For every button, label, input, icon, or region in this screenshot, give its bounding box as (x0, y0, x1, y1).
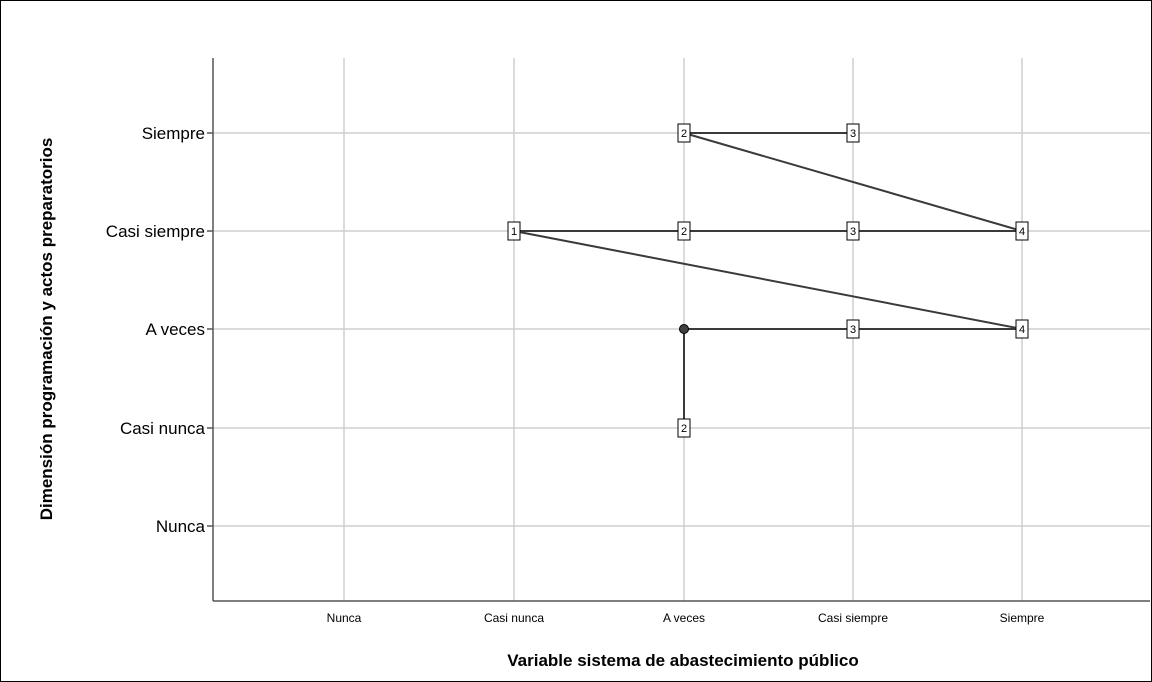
x-tick-label-nunca: Nunca (327, 611, 362, 625)
data-point-label-casi-nunca-casi-siempre: 1 (511, 226, 517, 238)
data-point-box-siempre-casi-siempre (1015, 221, 1029, 241)
data-point-box-casi-siempre-siempre (846, 123, 860, 143)
data-point-label-a-veces-casi-siempre: 2 (681, 226, 687, 238)
data-point-box-a-veces-casi-nunca (677, 418, 691, 438)
y-tick-label-casi-siempre: Casi siempre (106, 222, 205, 241)
x-tick-label-casi-nunca: Casi nunca (484, 611, 544, 625)
data-point-label-a-veces-casi-nunca: 2 (681, 423, 687, 435)
data-point-label-casi-siempre-siempre: 3 (850, 128, 856, 140)
series-lines (513, 132, 1023, 428)
data-point-label-casi-siempre-a-veces: 3 (850, 324, 856, 336)
data-point-box-casi-siempre-casi-siempre (846, 221, 860, 241)
data-point-box-casi-siempre-a-veces (846, 319, 860, 339)
y-tick-label-nunca: Nunca (156, 517, 206, 536)
x-tick-label-a-veces: A veces (663, 611, 705, 625)
y-axis-title: Dimensión programación y actos preparato… (37, 138, 56, 521)
data-point-label-a-veces-siempre: 2 (681, 128, 687, 140)
y-tick-label-a-veces: A veces (145, 320, 205, 339)
data-point-box-a-veces-siempre (677, 123, 691, 143)
y-tick-label-casi-nunca: Casi nunca (120, 419, 206, 438)
series-line-1 (514, 132, 1023, 232)
data-point-box-a-veces-casi-siempre (677, 221, 691, 241)
y-tick-label-siempre: Siempre (142, 124, 205, 143)
data-point-label-casi-siempre-casi-siempre: 3 (850, 226, 856, 238)
x-axis-title: Variable sistema de abastecimiento públi… (507, 651, 858, 670)
data-point-box-siempre-a-veces (1015, 319, 1029, 339)
axes (207, 58, 1150, 602)
data-point-label-siempre-a-veces: 4 (1019, 324, 1025, 336)
x-tick-label-siempre: Siempre (1000, 611, 1045, 625)
series-markers: 1 2 3 4 2 3 2 3 4 (507, 123, 1029, 438)
data-point-label-siempre-casi-siempre: 4 (1019, 226, 1025, 238)
data-point-box-casi-nunca-casi-siempre (507, 221, 521, 241)
tick-labels: Nunca Casi nunca A veces Casi siempre Siempr… (106, 124, 1045, 625)
x-tick-label-casi-siempre: Casi siempre (818, 611, 888, 625)
data-point-dot-a-veces-a-veces (679, 324, 689, 334)
